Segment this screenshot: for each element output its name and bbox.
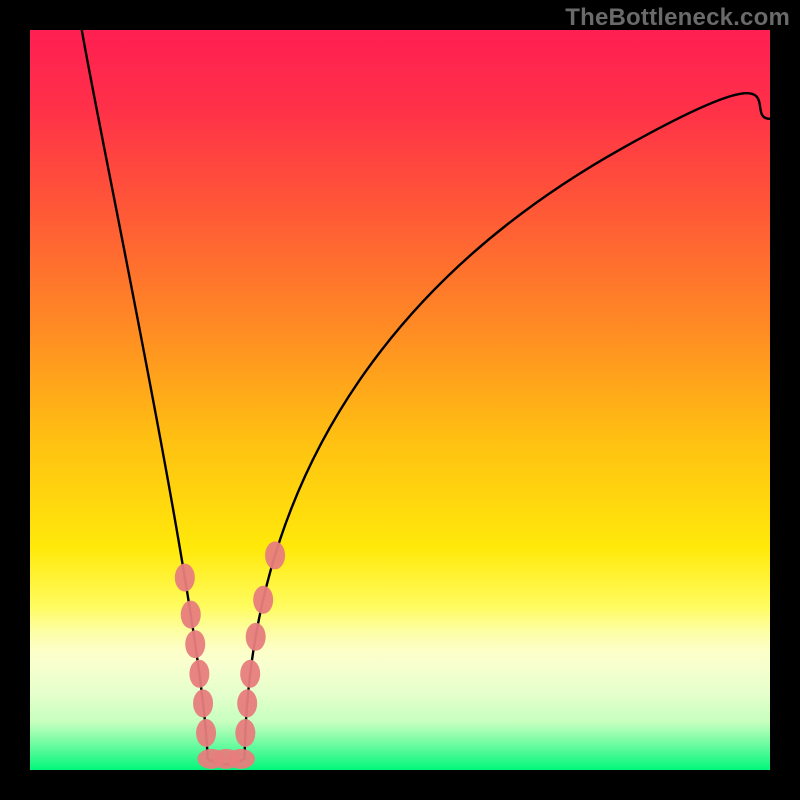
dot-left bbox=[189, 660, 209, 688]
dot-left bbox=[181, 601, 201, 629]
dot-bottom bbox=[227, 749, 255, 769]
dot-right bbox=[235, 719, 255, 747]
dot-right bbox=[253, 586, 273, 614]
dot-left bbox=[175, 564, 195, 592]
bottom-green-band bbox=[30, 607, 770, 770]
dot-right bbox=[240, 660, 260, 688]
dot-right bbox=[237, 689, 257, 717]
watermark: TheBottleneck.com bbox=[565, 4, 790, 32]
dot-left bbox=[193, 689, 213, 717]
bottleneck-chart bbox=[0, 0, 800, 800]
dot-left bbox=[185, 630, 205, 658]
dot-left bbox=[196, 719, 216, 747]
dot-right bbox=[265, 541, 285, 569]
dot-right bbox=[246, 623, 266, 651]
